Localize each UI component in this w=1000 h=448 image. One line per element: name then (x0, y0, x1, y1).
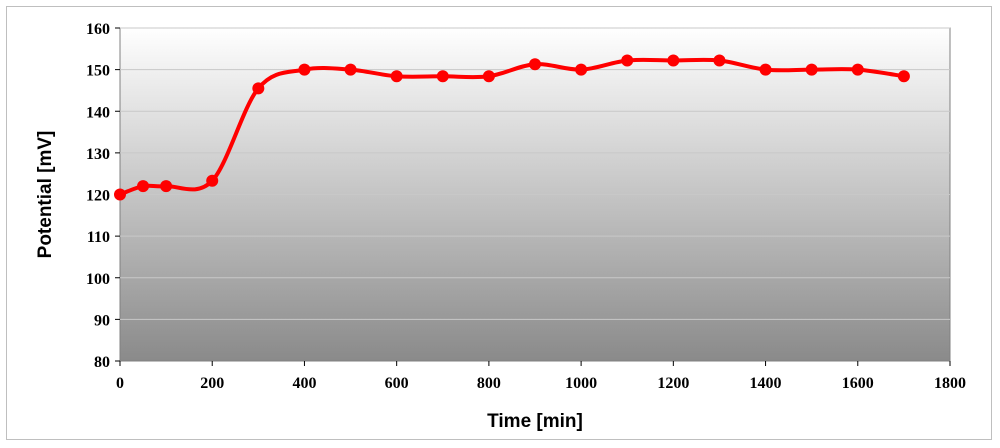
data-point (298, 63, 311, 76)
data-point (897, 70, 910, 83)
data-point (759, 63, 772, 76)
x-axis-ticks: 0 200 400 600 800 1000 1200 1400 1600 1800 (116, 361, 966, 392)
data-point (529, 58, 541, 71)
data-point (805, 63, 818, 76)
data-point (713, 54, 726, 67)
y-axis-title: Potential [mV] (35, 131, 56, 259)
y-tick-label: 150 (86, 63, 110, 80)
y-tick-label: 120 (86, 188, 110, 205)
data-point (114, 188, 126, 201)
data-point (344, 63, 357, 76)
data-point (137, 180, 150, 193)
x-tick-label: 1200 (657, 375, 689, 392)
x-tick-label: 1600 (842, 375, 874, 392)
data-point (575, 63, 588, 76)
gridlines (120, 27, 950, 320)
data-point (160, 180, 173, 193)
data-point (390, 70, 403, 83)
data-point (436, 70, 449, 83)
x-tick-label: 600 (385, 375, 409, 392)
x-tick-label: 200 (200, 375, 224, 392)
x-tick-label: 400 (292, 375, 316, 392)
y-tick-label: 90 (94, 312, 110, 329)
y-tick-label: 110 (87, 229, 110, 246)
data-point (621, 54, 634, 67)
data-point (252, 82, 265, 95)
y-tick-label: 100 (86, 271, 110, 288)
x-tick-label: 800 (477, 375, 501, 392)
data-points (114, 54, 910, 201)
y-tick-label: 140 (86, 104, 110, 121)
x-tick-label: 1800 (934, 375, 966, 392)
y-tick-label: 80 (94, 354, 110, 371)
x-axis-title: Time [min] (487, 411, 583, 432)
y-tick-label: 130 (86, 146, 110, 163)
y-axis-ticks: 80 90 100 110 120 130 140 150 160 (86, 21, 120, 371)
data-point (667, 54, 680, 67)
y-tick-label: 160 (86, 21, 110, 38)
x-tick-label: 1000 (565, 375, 597, 392)
x-tick-label: 0 (116, 375, 124, 392)
data-point (851, 63, 864, 76)
data-point (482, 70, 495, 83)
x-tick-label: 1400 (750, 375, 782, 392)
data-point (206, 174, 219, 187)
